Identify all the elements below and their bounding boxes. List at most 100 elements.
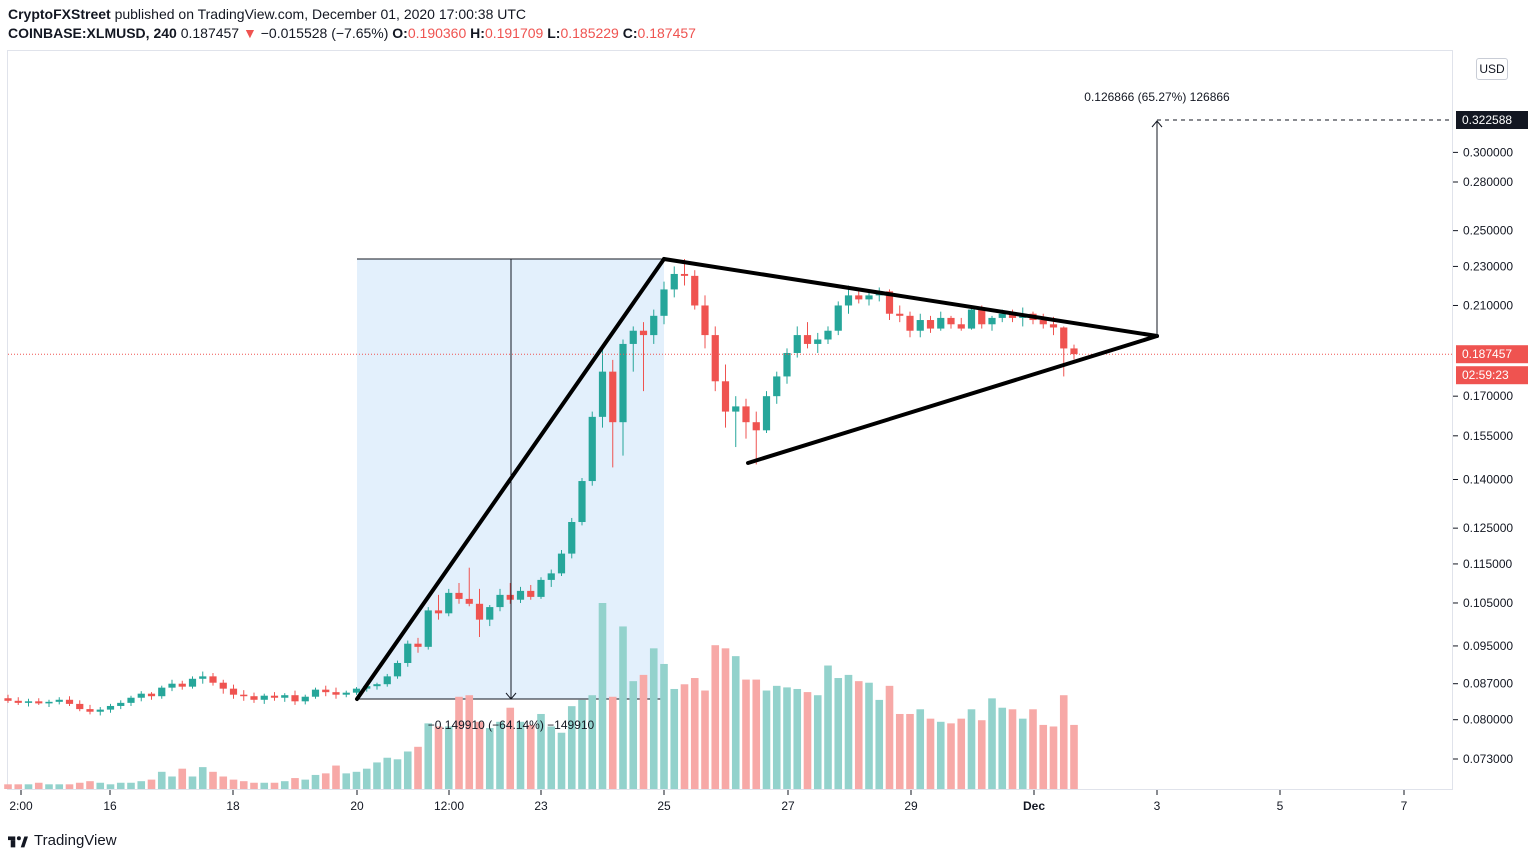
candle-body bbox=[434, 610, 443, 614]
candle-body bbox=[742, 406, 750, 423]
last-price-value: 0.187457 bbox=[180, 25, 240, 41]
volume-bar bbox=[4, 784, 12, 789]
volume-bar bbox=[619, 626, 627, 789]
published-text: published on TradingView.com, December 0… bbox=[114, 6, 527, 22]
candle-body bbox=[199, 676, 207, 679]
volume-bar bbox=[434, 726, 443, 789]
x-tick-label: 5 bbox=[1277, 799, 1284, 813]
down-arrow-icon: ▼ bbox=[243, 25, 257, 41]
y-tick-label: 0.280000 bbox=[1463, 175, 1513, 189]
candle-body bbox=[322, 689, 330, 693]
volume-bar bbox=[250, 782, 258, 789]
volume-bar bbox=[106, 784, 115, 789]
volume-bar bbox=[772, 685, 781, 789]
volume-bar bbox=[670, 688, 679, 789]
volume-bar bbox=[947, 723, 955, 789]
volume-bar bbox=[116, 782, 125, 789]
candle-body bbox=[721, 381, 730, 412]
candle-body bbox=[311, 689, 320, 697]
volume-bar bbox=[332, 765, 340, 789]
volume-bar bbox=[967, 709, 976, 789]
candle-body bbox=[1039, 320, 1047, 325]
candle-body bbox=[670, 273, 678, 290]
candle-body bbox=[404, 643, 412, 663]
volume-bar bbox=[916, 709, 925, 789]
volume-bar bbox=[1018, 718, 1027, 789]
x-tick-label: 25 bbox=[657, 799, 671, 813]
volume-bar bbox=[824, 665, 832, 789]
open-label: O: bbox=[392, 25, 408, 41]
publish-info: CryptoFXStreet published on TradingView.… bbox=[8, 6, 526, 22]
candle-body bbox=[373, 684, 381, 687]
volume-bar bbox=[793, 688, 802, 789]
volume-bar bbox=[988, 698, 996, 789]
candle-body bbox=[14, 700, 22, 703]
volume-bar bbox=[885, 685, 894, 789]
volume-bar bbox=[147, 779, 156, 789]
candle-body bbox=[998, 313, 1006, 318]
price-change: −0.015528 (−7.65%) bbox=[260, 25, 389, 41]
volume-bar bbox=[557, 732, 566, 789]
candle-body bbox=[650, 315, 658, 336]
x-tick-label: 7 bbox=[1401, 799, 1408, 813]
candle-body bbox=[414, 643, 422, 647]
candle-body bbox=[445, 592, 453, 614]
candle-body bbox=[609, 371, 617, 423]
volume-bar bbox=[444, 726, 453, 789]
pennant-lower-line bbox=[746, 334, 1159, 465]
y-tick-label: 0.125000 bbox=[1463, 521, 1513, 535]
y-tick-label: 0.115000 bbox=[1463, 557, 1512, 571]
x-tick-label: 16 bbox=[103, 799, 117, 813]
volume-bar bbox=[526, 724, 535, 789]
candle-body bbox=[250, 696, 258, 700]
tradingview-icon bbox=[8, 835, 28, 847]
volume-bar bbox=[854, 681, 863, 789]
y-tick-label: 0.105000 bbox=[1463, 596, 1513, 610]
close-value: 0.187457 bbox=[637, 25, 696, 41]
candle-body bbox=[557, 553, 566, 574]
volume-bar bbox=[55, 784, 64, 789]
candle-body bbox=[291, 695, 299, 702]
volume-bar bbox=[834, 678, 843, 789]
candle-body bbox=[937, 317, 945, 329]
candle-body bbox=[393, 662, 402, 677]
symbol-name[interactable]: COINBASE:XLMUSD bbox=[8, 25, 146, 41]
candle-body bbox=[762, 396, 771, 431]
volume-bar bbox=[65, 784, 74, 789]
volume-bar bbox=[403, 751, 412, 789]
candle-body bbox=[680, 273, 689, 276]
candle-body bbox=[475, 603, 484, 620]
low-label: L: bbox=[547, 25, 561, 41]
projection-measure-label: 0.126866 (65.27%) 126866 bbox=[1084, 90, 1230, 104]
volume-bar bbox=[311, 774, 320, 789]
candle-body bbox=[916, 320, 924, 331]
candle-body bbox=[270, 695, 279, 698]
candle-body bbox=[178, 683, 186, 687]
candle-body bbox=[824, 330, 832, 340]
volume-bar bbox=[731, 656, 740, 789]
footer-brand: TradingView bbox=[34, 832, 117, 849]
interval-label[interactable]: 240 bbox=[153, 25, 177, 41]
y-tick-label: 0.300000 bbox=[1463, 145, 1513, 159]
candle-body bbox=[496, 594, 504, 608]
volume-bar bbox=[414, 746, 422, 789]
plot-area[interactable] bbox=[7, 50, 1453, 790]
volume-bar bbox=[496, 721, 504, 789]
volume-bar bbox=[137, 781, 146, 789]
y-tick-label: 0.210000 bbox=[1463, 298, 1513, 312]
volume-bar bbox=[301, 779, 310, 789]
pennant-upper-line bbox=[662, 257, 1159, 338]
y-tick-label: 0.170000 bbox=[1463, 389, 1513, 403]
candle-body bbox=[660, 289, 668, 316]
candle-body bbox=[65, 699, 74, 704]
candle-body bbox=[260, 695, 268, 700]
y-tick-label: 0.155000 bbox=[1463, 429, 1513, 443]
publisher-name[interactable]: CryptoFXStreet bbox=[8, 6, 111, 22]
volume-bar bbox=[229, 779, 238, 789]
volume-bar bbox=[660, 663, 668, 789]
tradingview-logo[interactable]: TradingView bbox=[8, 832, 117, 849]
currency-button[interactable]: USD bbox=[1476, 58, 1508, 80]
countdown-label: 02:59:23 bbox=[1462, 368, 1509, 382]
volume-bar bbox=[291, 778, 299, 789]
